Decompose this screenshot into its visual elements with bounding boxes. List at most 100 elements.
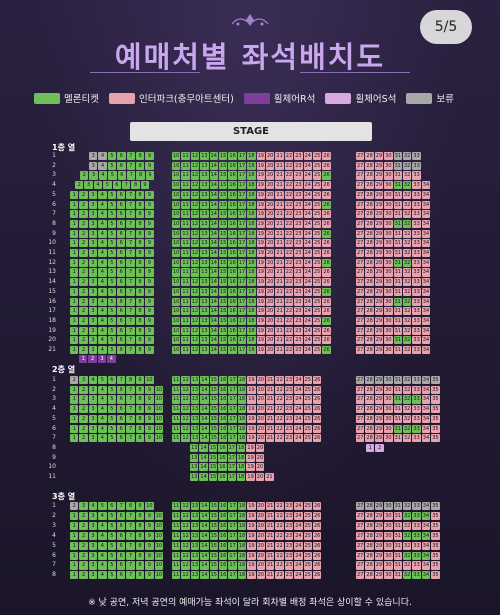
seat[interactable]: 20 bbox=[266, 181, 275, 190]
seat[interactable]: 11 bbox=[172, 551, 181, 560]
seat[interactable]: 32 bbox=[403, 405, 412, 414]
seat[interactable]: 32 bbox=[403, 385, 412, 394]
seat[interactable]: 7 bbox=[126, 258, 135, 267]
seat[interactable]: 18 bbox=[237, 531, 247, 540]
seat[interactable]: 2 bbox=[79, 326, 88, 335]
seat[interactable]: 30 bbox=[384, 502, 393, 511]
seat[interactable]: 7 bbox=[126, 511, 135, 521]
seat[interactable]: 7 bbox=[126, 434, 135, 443]
seat[interactable]: 31 bbox=[393, 307, 402, 316]
seat[interactable]: 3 bbox=[88, 561, 98, 570]
seat[interactable]: 23 bbox=[294, 287, 303, 296]
seat[interactable]: 9 bbox=[145, 249, 154, 258]
seat[interactable]: 8 bbox=[135, 434, 145, 443]
seat[interactable]: 20 bbox=[266, 161, 275, 170]
seat[interactable]: 21 bbox=[275, 307, 284, 316]
seat[interactable]: 31 bbox=[393, 531, 402, 540]
seat[interactable]: 19 bbox=[246, 463, 255, 472]
seat[interactable]: 11 bbox=[172, 511, 181, 521]
seat[interactable]: 25 bbox=[303, 385, 312, 394]
seat[interactable]: 11 bbox=[172, 561, 181, 570]
seat[interactable]: 35 bbox=[431, 414, 440, 423]
seat[interactable]: 10 bbox=[145, 376, 154, 385]
seat[interactable]: 14 bbox=[209, 171, 218, 180]
seat[interactable]: 22 bbox=[275, 551, 284, 560]
seat[interactable]: 17 bbox=[228, 571, 237, 580]
seat[interactable]: 1 bbox=[70, 287, 79, 296]
seat[interactable]: 4 bbox=[98, 385, 107, 394]
seat[interactable]: 4 bbox=[98, 200, 107, 209]
seat[interactable]: 14 bbox=[209, 152, 218, 161]
seat[interactable]: 5 bbox=[107, 414, 116, 423]
seat[interactable]: 9 bbox=[145, 551, 154, 560]
seat[interactable]: 10 bbox=[172, 219, 181, 229]
seat[interactable]: 22 bbox=[284, 152, 294, 161]
seat[interactable]: 15 bbox=[208, 463, 218, 472]
seat[interactable]: 23 bbox=[294, 297, 303, 306]
seat[interactable]: 8 bbox=[136, 152, 145, 161]
seat[interactable]: 16 bbox=[218, 453, 227, 462]
seat[interactable]: 6 bbox=[117, 239, 126, 248]
seat[interactable]: 14 bbox=[209, 326, 218, 335]
seat[interactable]: 15 bbox=[209, 551, 218, 560]
seat[interactable]: 27 bbox=[356, 210, 365, 219]
seat[interactable]: 6 bbox=[117, 385, 126, 394]
seat[interactable]: 26 bbox=[313, 511, 322, 521]
seat[interactable]: 26 bbox=[313, 376, 322, 385]
seat[interactable]: 33 bbox=[412, 268, 421, 277]
seat[interactable]: 14 bbox=[209, 346, 218, 355]
seat[interactable]: 25 bbox=[313, 239, 322, 248]
seat[interactable]: 2 bbox=[79, 531, 88, 540]
seat[interactable]: 12 bbox=[181, 376, 190, 385]
seat[interactable]: 20 bbox=[266, 229, 275, 238]
seat[interactable]: 22 bbox=[284, 326, 294, 335]
seat[interactable]: 4 bbox=[98, 561, 107, 570]
seat[interactable]: 30 bbox=[384, 561, 393, 570]
seat[interactable]: 7 bbox=[126, 229, 135, 238]
seat[interactable]: 25 bbox=[313, 346, 322, 355]
seat[interactable]: 34 bbox=[421, 414, 431, 423]
seat[interactable]: 30 bbox=[384, 249, 393, 258]
seat[interactable]: 5 bbox=[107, 258, 116, 267]
seat[interactable]: 5 bbox=[107, 316, 116, 326]
seat[interactable]: 31 bbox=[393, 316, 402, 326]
seat[interactable]: 26 bbox=[313, 571, 322, 580]
seat[interactable]: 18 bbox=[237, 434, 247, 443]
seat[interactable]: 24 bbox=[294, 424, 303, 433]
seat[interactable]: 29 bbox=[374, 405, 384, 414]
seat[interactable]: 17 bbox=[237, 210, 247, 219]
seat[interactable]: 34 bbox=[421, 424, 431, 433]
seat[interactable]: 18 bbox=[247, 287, 256, 296]
seat[interactable]: 27 bbox=[356, 385, 365, 394]
seat[interactable]: 16 bbox=[228, 229, 237, 238]
seat[interactable]: 19 bbox=[246, 443, 255, 453]
seat[interactable]: 11 bbox=[181, 210, 190, 219]
seat[interactable]: 10 bbox=[172, 210, 181, 219]
seat[interactable]: 33 bbox=[412, 278, 421, 287]
seat[interactable]: 3 bbox=[88, 210, 98, 219]
seat[interactable]: 34 bbox=[421, 405, 431, 414]
seat[interactable]: 30 bbox=[384, 200, 393, 209]
seat[interactable]: 3 bbox=[88, 424, 98, 433]
seat[interactable]: 24 bbox=[303, 200, 312, 209]
seat[interactable]: 2 bbox=[79, 511, 88, 521]
seat[interactable]: 10 bbox=[154, 424, 163, 433]
seat[interactable]: 24 bbox=[294, 571, 303, 580]
seat[interactable]: 16 bbox=[228, 307, 237, 316]
seat[interactable]: 7 bbox=[126, 210, 135, 219]
seat[interactable]: 14 bbox=[209, 307, 218, 316]
seat[interactable]: 3 bbox=[84, 181, 93, 190]
seat[interactable]: 1 bbox=[70, 405, 79, 414]
seat[interactable]: 16 bbox=[219, 434, 228, 443]
seat[interactable]: 29 bbox=[374, 307, 384, 316]
seat[interactable]: 18 bbox=[237, 443, 246, 453]
seat[interactable]: 2 bbox=[79, 239, 88, 248]
seat[interactable]: 20 bbox=[256, 551, 265, 560]
seat[interactable]: 23 bbox=[294, 316, 303, 326]
seat[interactable]: 12 bbox=[181, 395, 190, 404]
seat[interactable]: 18 bbox=[247, 239, 256, 248]
seat[interactable]: 6 bbox=[117, 190, 126, 199]
seat[interactable]: 27 bbox=[356, 405, 365, 414]
seat[interactable]: 32 bbox=[403, 287, 412, 296]
seat[interactable]: 13 bbox=[200, 161, 209, 170]
